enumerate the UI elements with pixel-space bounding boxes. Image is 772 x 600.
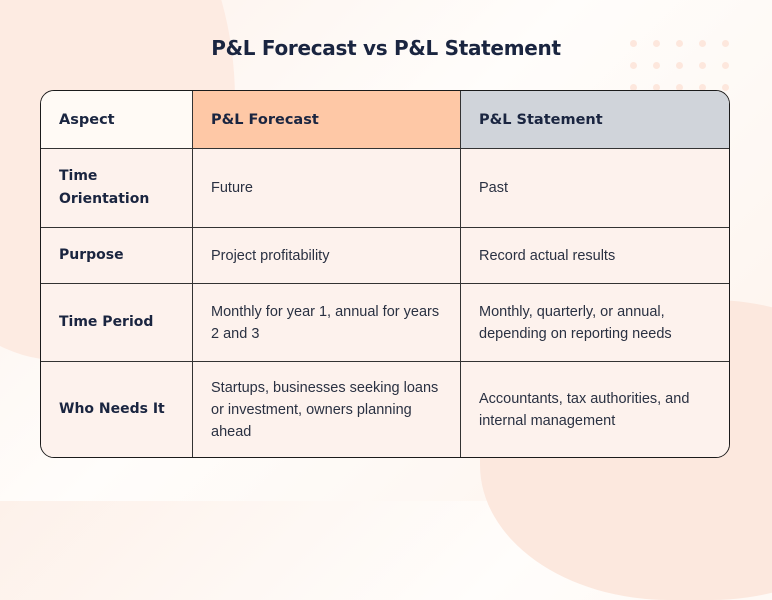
row-forecast: Future [193, 149, 461, 228]
row-aspect: Time Period [41, 284, 193, 362]
row-aspect: Who Needs It [41, 362, 193, 457]
row-forecast: Project profitability [193, 228, 461, 284]
decorative-dot-grid [630, 40, 730, 91]
row-aspect: Purpose [41, 228, 193, 284]
aspect-label: Time Orientation [59, 168, 150, 207]
row-forecast: Monthly for year 1, annual for years 2 a… [193, 284, 461, 362]
header-pl-forecast: P&L Forecast [193, 91, 461, 149]
row-statement: Past [461, 149, 729, 228]
header-pl-statement: P&L Statement [461, 91, 729, 149]
row-forecast: Startups, businesses seeking loans or in… [193, 362, 461, 457]
page-title: P&L Forecast vs P&L Statement [211, 36, 561, 60]
row-statement: Monthly, quarterly, or annual, depending… [461, 284, 729, 362]
row-statement: Accountants, tax authorities, and intern… [461, 362, 729, 457]
row-aspect: Time Orientation [41, 149, 193, 228]
header-aspect: Aspect [41, 91, 193, 149]
comparison-table: Aspect P&L Forecast P&L Statement Time O… [40, 90, 730, 458]
row-statement: Record actual results [461, 228, 729, 284]
